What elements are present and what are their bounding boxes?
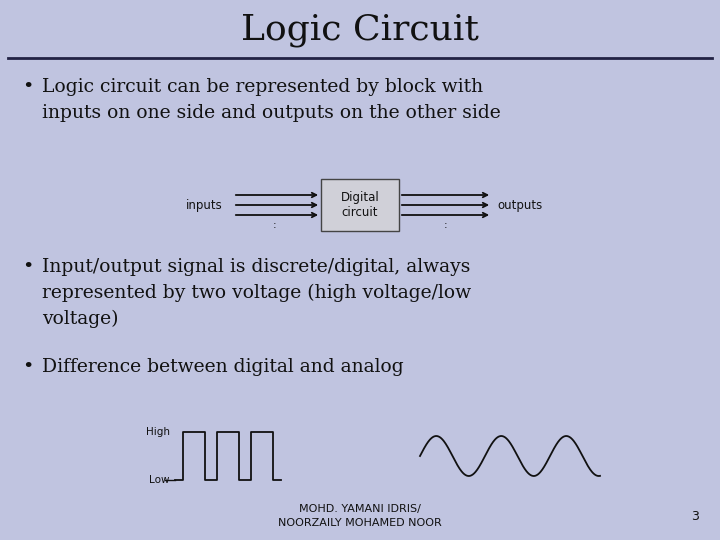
Text: •: • xyxy=(22,258,33,276)
Text: Logic Circuit: Logic Circuit xyxy=(241,13,479,47)
Text: Difference between digital and analog: Difference between digital and analog xyxy=(42,358,404,376)
Text: Logic circuit can be represented by block with
inputs on one side and outputs on: Logic circuit can be represented by bloc… xyxy=(42,78,500,122)
Text: inputs: inputs xyxy=(186,199,223,212)
Text: Digital
circuit: Digital circuit xyxy=(341,191,379,219)
Text: outputs: outputs xyxy=(497,199,542,212)
Text: Input/output signal is discrete/digital, always
represented by two voltage (high: Input/output signal is discrete/digital,… xyxy=(42,258,471,328)
Bar xyxy=(321,179,399,231)
Text: :: : xyxy=(273,220,276,230)
Text: MOHD. YAMANI IDRIS/
NOORZAILY MOHAMED NOOR: MOHD. YAMANI IDRIS/ NOORZAILY MOHAMED NO… xyxy=(278,504,442,528)
Text: •: • xyxy=(22,358,33,376)
Text: High: High xyxy=(146,427,170,437)
Text: :: : xyxy=(444,220,447,230)
Text: 3: 3 xyxy=(691,510,699,523)
Text: Low: Low xyxy=(150,475,170,485)
Text: •: • xyxy=(22,78,33,96)
